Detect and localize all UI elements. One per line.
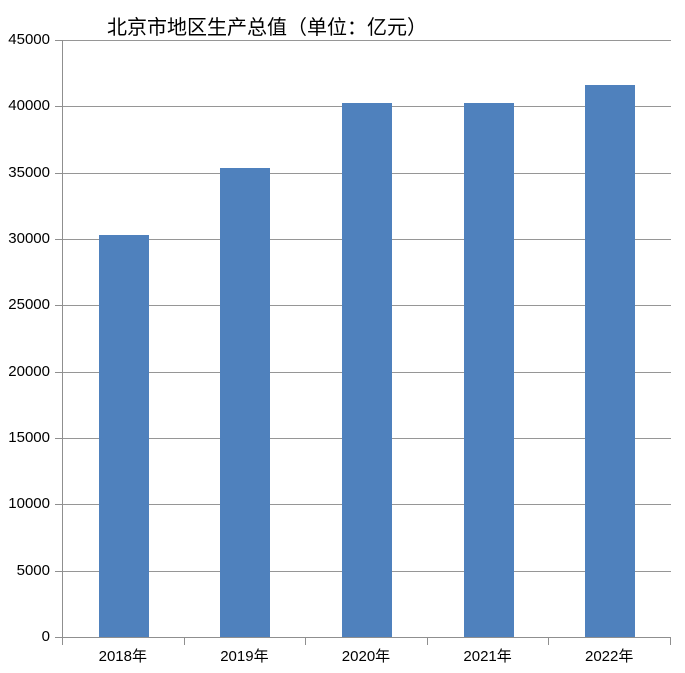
y-tick-mark bbox=[55, 438, 62, 439]
x-tick-label: 2020年 bbox=[341, 648, 391, 665]
x-tick-label: 2019年 bbox=[220, 648, 269, 665]
x-tick-mark bbox=[305, 638, 307, 645]
x-tick-mark bbox=[548, 638, 550, 645]
y-tick-mark bbox=[55, 504, 62, 506]
y-tick-label: 40000 bbox=[8, 97, 50, 115]
y-tick-mark bbox=[55, 570, 62, 572]
y-tick-mark bbox=[55, 371, 62, 373]
y-tick-label: 30000 bbox=[8, 230, 50, 247]
y-tick-label: 15000 bbox=[8, 429, 50, 446]
x-tick-label: 2018年 bbox=[98, 648, 147, 665]
y-tick-mark bbox=[55, 239, 62, 240]
chart-title: 北京市地区生产总值（单位：亿元） bbox=[107, 17, 427, 39]
y-tick-mark bbox=[55, 637, 62, 638]
y-tick-label: 35000 bbox=[8, 163, 50, 181]
bar-2018年 bbox=[98, 234, 149, 637]
x-tick-mark bbox=[670, 638, 671, 645]
bar-2022年 bbox=[585, 84, 636, 637]
y-tick-label: 0 bbox=[41, 628, 50, 645]
y-tick-label: 5000 bbox=[16, 561, 50, 579]
y-tick-label: 25000 bbox=[8, 296, 50, 314]
x-tick-mark bbox=[62, 638, 63, 645]
x-tick-label: 2021年 bbox=[463, 648, 512, 665]
bar-2020年 bbox=[342, 102, 392, 637]
x-tick-label: 2022年 bbox=[585, 648, 634, 665]
y-tick-label: 20000 bbox=[8, 362, 50, 380]
x-tick-mark bbox=[183, 638, 185, 645]
y-tick-label: 10000 bbox=[8, 495, 50, 513]
y-tick-mark bbox=[55, 40, 62, 41]
y-tick-mark bbox=[55, 172, 62, 174]
bar-2019年 bbox=[220, 167, 271, 637]
y-tick-mark bbox=[55, 106, 62, 108]
y-tick-label: 45000 bbox=[8, 31, 50, 48]
plot-area bbox=[62, 40, 671, 638]
bar-2021年 bbox=[463, 102, 514, 637]
x-tick-mark bbox=[426, 638, 428, 645]
y-tick-mark bbox=[55, 305, 62, 307]
gridline bbox=[63, 40, 671, 41]
